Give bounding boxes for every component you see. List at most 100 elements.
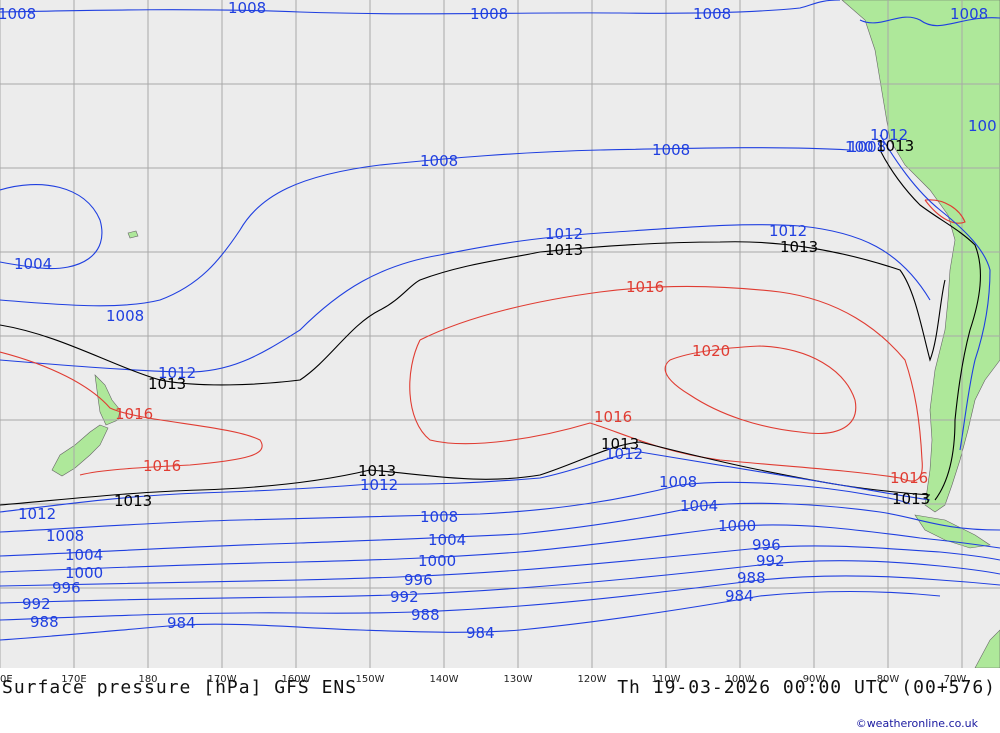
isobar-label: 1004 xyxy=(680,497,718,515)
isobar-label: 1008 xyxy=(420,508,458,526)
isobar-label: 1016 xyxy=(594,408,632,426)
isobar-label: 1008 xyxy=(46,527,84,545)
isobar-label: 1008 xyxy=(848,138,886,156)
south-america-landmass xyxy=(841,0,1000,513)
longitude-tick-label: 160E xyxy=(0,674,13,685)
isobar-layer xyxy=(0,0,1000,641)
isobar-1012-north xyxy=(0,224,931,373)
isobar-label: 1004 xyxy=(14,255,52,273)
isobar-label: 1008 xyxy=(950,5,988,23)
longitude-tick-label: 130W xyxy=(503,674,533,685)
isobar-label: 1000 xyxy=(65,564,103,582)
isobar-label: 988 xyxy=(30,613,59,631)
isobar-label: 1016 xyxy=(626,278,664,296)
isobar-label: 1004 xyxy=(428,531,466,549)
isobar-label: 1012 xyxy=(158,364,196,382)
antarctic-coast xyxy=(974,629,1000,668)
longitude-tick-label: 170W xyxy=(207,674,237,685)
isobar-1004 xyxy=(0,502,1000,557)
isobar-label: 1013 xyxy=(358,462,396,480)
isobar-chile-coast xyxy=(879,149,981,501)
isobar-1008-top xyxy=(0,0,841,15)
isobar-label: 1012 xyxy=(769,222,807,240)
isobar-label: 992 xyxy=(756,552,785,570)
isobar-label: 1012 xyxy=(545,225,583,243)
isobar-label: 984 xyxy=(725,587,754,605)
isobar-1008-north xyxy=(0,147,851,307)
map-canvas: 1008 1008 1008 1008 1008 1008 1008 1008 … xyxy=(0,0,1000,668)
isobar-1013-south xyxy=(0,441,931,506)
isobar-label: 1012 xyxy=(18,505,56,523)
isobar-label: 1013 xyxy=(892,490,930,508)
isobar-1016-west xyxy=(0,351,263,476)
isobar-label: 1008 xyxy=(652,141,690,159)
isobar-label: 1008 xyxy=(470,5,508,23)
isobar-1012-south xyxy=(0,451,931,513)
longitude-tick-label: 100W xyxy=(725,674,755,685)
longitude-tick-label: 180 xyxy=(138,674,158,685)
isobar-label: 1008 xyxy=(693,5,731,23)
isobar-label: 996 xyxy=(52,579,81,597)
isobar-label: 992 xyxy=(390,588,419,606)
longitude-tick-label: 150W xyxy=(355,674,385,685)
longitude-tick-label: 80W xyxy=(876,674,900,685)
isobar-label: 1008 xyxy=(0,5,36,23)
pressure-map: 1008 1008 1008 1008 1008 1008 1008 1008 … xyxy=(0,0,1000,668)
longitude-tick-label: 70W xyxy=(943,674,967,685)
isobar-label: 1020 xyxy=(692,342,730,360)
isobar-984 xyxy=(0,590,941,641)
isobar-1013-north xyxy=(0,241,946,386)
isobar-label: 1004 xyxy=(65,546,103,564)
isobar-1008-south xyxy=(0,481,911,533)
longitude-tick-label: 90W xyxy=(802,674,826,685)
credit-link[interactable]: ©weatheronline.co.uk xyxy=(855,717,978,730)
isobar-label: 100 xyxy=(968,117,997,135)
longitude-tick-label: 120W xyxy=(577,674,607,685)
isobar-1016-central xyxy=(409,285,923,482)
graticule xyxy=(0,0,1000,668)
isobar-label: 1012 xyxy=(360,476,398,494)
longitude-tick-label: 110W xyxy=(651,674,681,685)
longitude-tick-label: 160W xyxy=(281,674,311,685)
isobar-label: 1000 xyxy=(718,517,756,535)
isobar-label: 100 xyxy=(845,138,874,156)
isobar-1012-chile-coast xyxy=(879,134,991,451)
isobar-label: 1000 xyxy=(418,552,456,570)
isobar-label: 1012 xyxy=(605,445,643,463)
isobar-label: 992 xyxy=(22,595,51,613)
isobar-label: 1008 xyxy=(228,0,266,17)
isobar-992 xyxy=(0,560,1000,604)
isobar-1016-chile-loop xyxy=(924,199,966,224)
new-zealand-south-island xyxy=(51,424,109,477)
isobar-label: 1013 xyxy=(780,238,818,256)
isobar-label: 1016 xyxy=(890,469,928,487)
isobar-label: 1013 xyxy=(601,435,639,453)
isobar-label: 1013 xyxy=(545,241,583,259)
land-layer xyxy=(51,0,1000,668)
isobar-label: 1008 xyxy=(659,473,697,491)
valid-time: Th 19-03-2026 00:00 UTC (00+576) xyxy=(617,677,996,698)
isobar-label: 1013 xyxy=(114,492,152,510)
isobar-label: 988 xyxy=(411,606,440,624)
isobar-label: 996 xyxy=(404,571,433,589)
isobar-label: 1008 xyxy=(420,152,458,170)
south-pacific-island xyxy=(127,230,139,239)
longitude-tick-label: 140W xyxy=(429,674,459,685)
isobar-1020 xyxy=(664,345,857,434)
isobar-label: 988 xyxy=(737,569,766,587)
map-title: Surface pressure [hPa] GFS ENS xyxy=(2,677,358,698)
isobar-label: 996 xyxy=(752,536,781,554)
isobar-1004-west-loop xyxy=(0,184,103,270)
isobar-label: 1013 xyxy=(876,137,914,155)
isobar-label: 984 xyxy=(466,624,495,642)
isobar-label: 1013 xyxy=(148,375,186,393)
isobar-label: 1016 xyxy=(143,457,181,475)
isobar-labels: 1008 1008 1008 1008 1008 1008 1008 1008 … xyxy=(0,0,997,642)
isobar-label: 1008 xyxy=(106,307,144,325)
isobar-label: 1012 xyxy=(870,126,908,144)
longitude-tick-label: 170E xyxy=(61,674,87,685)
isobar-988 xyxy=(0,575,1000,621)
tierra-del-fuego xyxy=(914,514,991,549)
isobar-label: 984 xyxy=(167,614,196,632)
isobar-1008-ne-loop xyxy=(859,16,1000,27)
